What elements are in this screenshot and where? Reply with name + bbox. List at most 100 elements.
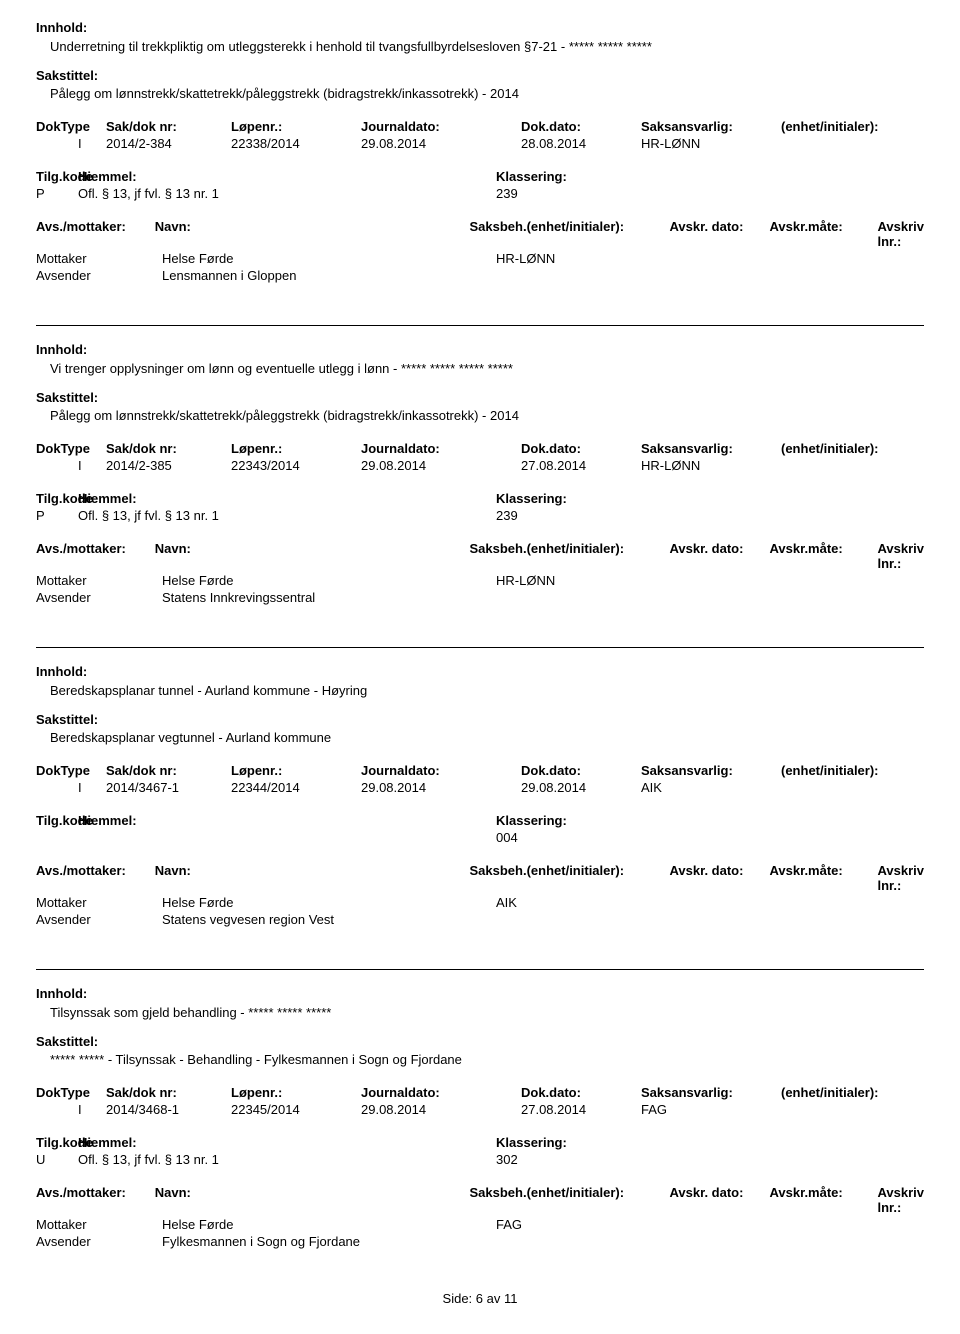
avskrlnr-header: Avskriv lnr.: <box>878 541 925 571</box>
tilg-value-row: P Ofl. § 13, jf fvl. § 13 nr. 1 239 <box>36 186 924 201</box>
tilg-value-row: P Ofl. § 13, jf fvl. § 13 nr. 1 239 <box>36 508 924 523</box>
enhet-header: (enhet/initialer): <box>781 119 924 134</box>
doktype-value: I <box>78 136 106 151</box>
dokdato-value: 27.08.2014 <box>521 458 641 473</box>
mottaker-label: Mottaker <box>36 1217 162 1232</box>
avsender-row: Avsender Lensmannen i Gloppen <box>36 268 924 283</box>
saksbeh-header: Saksbeh.(enhet/initialer): <box>470 863 670 893</box>
saksbeh-cluster: Saksbeh.(enhet/initialer): Avskr. dato: … <box>470 219 925 249</box>
klassering-header: Klassering: <box>496 491 567 506</box>
avs-header-row: Avs./mottaker: Navn: Saksbeh.(enhet/init… <box>36 1185 924 1215</box>
sakstittel-label: Sakstittel: <box>36 68 924 83</box>
avs-header-row: Avs./mottaker: Navn: Saksbeh.(enhet/init… <box>36 219 924 249</box>
tilg-left: Tilg.kode Hiemmel: <box>36 813 496 828</box>
tilgkode-header: Tilg.kode <box>36 813 78 828</box>
saksbeh-value: AIK <box>496 895 924 910</box>
tilg-left: Tilg.kode Hiemmel: <box>36 491 496 506</box>
navn-header: Navn: <box>155 1185 470 1215</box>
separator-line <box>36 969 924 970</box>
mottaker-row: Mottaker Helse Førde AIK <box>36 895 924 910</box>
meta-header-row: DokType Sak/dok nr: Løpenr.: Journaldato… <box>36 119 924 134</box>
lopenr-header: Løpenr.: <box>231 441 361 456</box>
tilg-header-row: Tilg.kode Hiemmel: Klassering: <box>36 169 924 184</box>
sakdok-header: Sak/dok nr: <box>106 119 231 134</box>
entries-container: Innhold: Underretning til trekkpliktig o… <box>36 20 924 1249</box>
journaldato-value: 29.08.2014 <box>361 458 521 473</box>
klassering-header: Klassering: <box>496 813 567 828</box>
doktype-value: I <box>78 458 106 473</box>
journaldato-header: Journaldato: <box>361 763 521 778</box>
saksansvarlig-header: Saksansvarlig: <box>641 1085 781 1100</box>
saksbeh-value: HR-LØNN <box>496 573 924 588</box>
tilgkode-header: Tilg.kode <box>36 1135 78 1150</box>
dokdato-header: Dok.dato: <box>521 119 641 134</box>
saksansvarlig-value: HR-LØNN <box>641 458 781 473</box>
sakstittel-text: Pålegg om lønnstrekk/skattetrekk/påleggs… <box>50 86 924 101</box>
avsender-navn: Lensmannen i Gloppen <box>162 268 496 283</box>
hiemmel-header: Hiemmel: <box>78 491 137 506</box>
mottaker-label: Mottaker <box>36 573 162 588</box>
lopenr-value: 22344/2014 <box>231 780 361 795</box>
tilgkode-value: P <box>36 186 78 201</box>
avsender-label: Avsender <box>36 912 162 927</box>
tilg-value-row: 004 <box>36 830 924 845</box>
doktype-header: DokType <box>36 763 106 778</box>
saksbeh-cluster: Saksbeh.(enhet/initialer): Avskr. dato: … <box>470 541 925 571</box>
hiemmel-value: Ofl. § 13, jf fvl. § 13 nr. 1 <box>78 508 496 523</box>
avsmottaker-header: Avs./mottaker: <box>36 1185 155 1215</box>
tilg-header-row: Tilg.kode Hiemmel: Klassering: <box>36 491 924 506</box>
lopenr-header: Løpenr.: <box>231 119 361 134</box>
klassering-value: 004 <box>496 830 518 845</box>
lopenr-value: 22345/2014 <box>231 1102 361 1117</box>
innhold-label: Innhold: <box>36 986 924 1001</box>
dokdato-value: 27.08.2014 <box>521 1102 641 1117</box>
tilg-value-row: U Ofl. § 13, jf fvl. § 13 nr. 1 302 <box>36 1152 924 1167</box>
avskrdato-header: Avskr. dato: <box>670 863 770 893</box>
dokdato-header: Dok.dato: <box>521 1085 641 1100</box>
saksansvarlig-value: FAG <box>641 1102 781 1117</box>
avsmottaker-header: Avs./mottaker: <box>36 541 155 571</box>
meta-value-row: I 2014/3467-1 22344/2014 29.08.2014 29.0… <box>36 780 924 795</box>
doktype-header: DokType <box>36 441 106 456</box>
sakstittel-label: Sakstittel: <box>36 1034 924 1049</box>
klassering-header: Klassering: <box>496 1135 567 1150</box>
saksansvarlig-value: AIK <box>641 780 781 795</box>
lopenr-value: 22338/2014 <box>231 136 361 151</box>
saksbeh-value: FAG <box>496 1217 924 1232</box>
avsender-navn: Fylkesmannen i Sogn og Fjordane <box>162 1234 496 1249</box>
mottaker-row: Mottaker Helse Førde HR-LØNN <box>36 573 924 588</box>
avskrlnr-header: Avskriv lnr.: <box>878 863 925 893</box>
lopenr-header: Løpenr.: <box>231 1085 361 1100</box>
hiemmel-header: Hiemmel: <box>78 813 137 828</box>
dokdato-value: 29.08.2014 <box>521 780 641 795</box>
avs-header-row: Avs./mottaker: Navn: Saksbeh.(enhet/init… <box>36 541 924 571</box>
saksansvarlig-value: HR-LØNN <box>641 136 781 151</box>
mottaker-row: Mottaker Helse Førde HR-LØNN <box>36 251 924 266</box>
mottaker-navn: Helse Førde <box>162 895 496 910</box>
avsmottaker-header: Avs./mottaker: <box>36 219 155 249</box>
doktype-header: DokType <box>36 1085 106 1100</box>
sakdok-value: 2014/3468-1 <box>106 1102 231 1117</box>
tilgkode-value: P <box>36 508 78 523</box>
sakstittel-label: Sakstittel: <box>36 390 924 405</box>
enhet-header: (enhet/initialer): <box>781 763 924 778</box>
hiemmel-header: Hiemmel: <box>78 1135 137 1150</box>
sakstittel-label: Sakstittel: <box>36 712 924 727</box>
avsender-navn: Statens vegvesen region Vest <box>162 912 496 927</box>
sakdok-value: 2014/2-384 <box>106 136 231 151</box>
dokdato-value: 28.08.2014 <box>521 136 641 151</box>
sakdok-value: 2014/2-385 <box>106 458 231 473</box>
meta-value-row: I 2014/2-385 22343/2014 29.08.2014 27.08… <box>36 458 924 473</box>
meta-value-row: I 2014/2-384 22338/2014 29.08.2014 28.08… <box>36 136 924 151</box>
saksbeh-header: Saksbeh.(enhet/initialer): <box>470 219 670 249</box>
meta-header-row: DokType Sak/dok nr: Løpenr.: Journaldato… <box>36 441 924 456</box>
sakstittel-text: ***** ***** - Tilsynssak - Behandling - … <box>50 1052 924 1067</box>
sakdok-header: Sak/dok nr: <box>106 1085 231 1100</box>
saksbeh-header: Saksbeh.(enhet/initialer): <box>470 1185 670 1215</box>
mottaker-navn: Helse Førde <box>162 573 496 588</box>
hiemmel-value <box>78 830 496 845</box>
separator-line <box>36 647 924 648</box>
hiemmel-value: Ofl. § 13, jf fvl. § 13 nr. 1 <box>78 1152 496 1167</box>
sakdok-header: Sak/dok nr: <box>106 763 231 778</box>
saksansvarlig-header: Saksansvarlig: <box>641 763 781 778</box>
